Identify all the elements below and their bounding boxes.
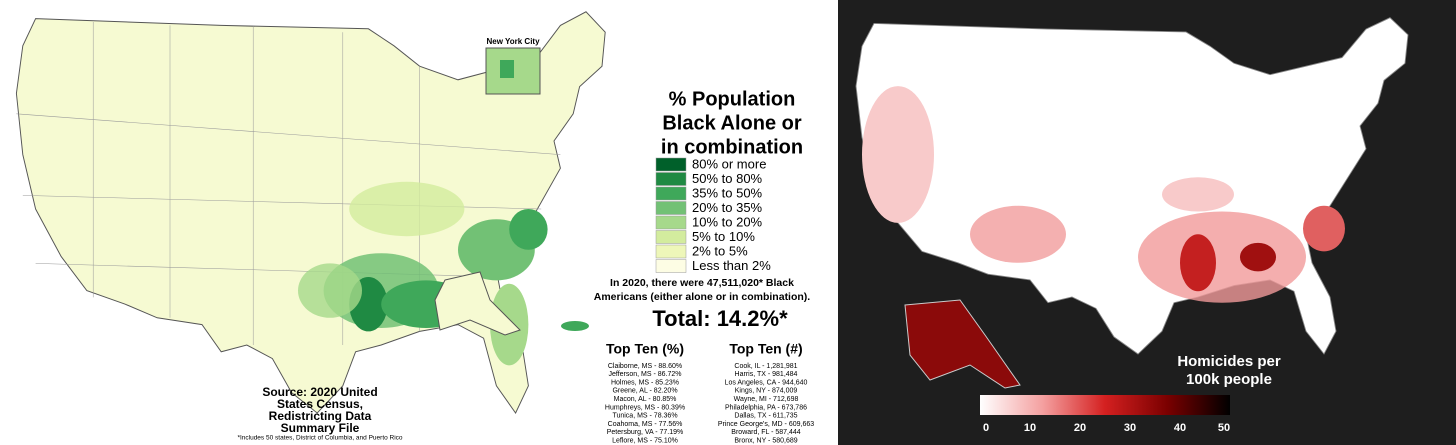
legend-label: 10% to 20% [692,214,763,229]
top-ten-item: Wayne, MI - 712,698 [734,396,799,403]
top-ten-item: Macon, AL - 80.85% [614,396,677,403]
legend-swatch [655,201,687,215]
top-ten-item: Leflore, MS - 75.10% [612,438,678,445]
source: States Census, [277,397,363,411]
top-ten-item: Philadelphia, PA - 673,786 [725,404,807,411]
legend-title: Black Alone or [662,112,802,134]
top-ten-item: Cook, IL - 1,281,981 [734,363,797,370]
colorbar-tick: 40 [1174,422,1186,434]
top-ten-item: Claiborne, MS - 88.60% [608,363,682,370]
top-ten-item: Kings, NY - 874,009 [735,388,798,395]
source: Source: 2020 United [262,385,377,399]
inset-label: New York City [486,37,540,46]
top-ten-item: Harris, TX - 981,484 [735,371,798,378]
top-ten-item: Holmes, MS - 85.23% [611,379,679,386]
source: Redistricting Data [269,409,372,423]
alaska [434,271,521,336]
top-ten-title: Top Ten (%) [606,341,684,357]
top-ten-item: Dallas, TX - 611,735 [734,413,797,420]
colorbar [980,395,1230,415]
legend-label: 50% to 80% [692,171,763,186]
summary: In 2020, there were 47,511,020* Black [610,277,794,289]
alaska [904,299,1021,389]
top-ten-item: Broward, FL - 587,444 [731,429,800,436]
colorbar-tick: 10 [1024,422,1036,434]
legend-title: % Population [669,88,796,110]
legend-label: 80% or more [692,156,766,171]
summary: Americans (either alone or in combinatio… [594,291,811,303]
top-ten-item: Humphreys, MS - 80.39% [605,404,685,411]
legend-title: 100k people [1186,371,1272,388]
legend-label: 2% to 5% [692,243,748,258]
colorbar-tick: 20 [1074,422,1086,434]
top-ten-item: Los Angeles, CA - 944,640 [725,379,808,386]
legend-swatch [655,244,687,259]
colorbar-tick: 30 [1124,422,1136,434]
footnote: *Includes 50 states, District of Columbi… [237,435,402,442]
legend-swatch [655,259,687,273]
right-us-map [855,17,1409,355]
top-ten-item: Petersburg, VA - 77.19% [607,429,684,436]
top-ten-item: Bronx, NY - 580,689 [734,438,797,445]
legend-swatch [655,230,687,244]
legend-swatch [655,186,687,201]
legend-swatch [655,172,687,186]
source: Summary File [281,421,360,435]
legend-label: 35% to 50% [692,185,763,200]
top-ten-item: Tunica, MS - 78.36% [612,413,677,420]
legend-swatch [655,215,687,230]
top-ten-item: Prince George's, MD - 609,663 [718,421,814,428]
top-ten-item: Coahoma, MS - 77.56% [608,421,683,428]
top-ten-item: Greene, AL - 82.20% [612,388,677,395]
nyc-area [500,60,514,78]
legend-label: 5% to 10% [692,229,755,244]
legend-title: in combination [661,136,803,158]
legend-label: 20% to 35% [692,200,763,215]
legend-label: Less than 2% [692,258,771,273]
top-ten-title: Top Ten (#) [729,341,802,357]
total: Total: 14.2%* [652,306,788,331]
colorbar-tick: 0 [983,422,989,434]
legend-swatch [655,157,687,172]
puerto-rico [561,321,589,331]
top-ten-item: Jefferson, MS - 86.72% [608,371,681,378]
colorbar-tick: 50 [1218,422,1230,434]
legend-title: Homicides per [1177,353,1281,370]
